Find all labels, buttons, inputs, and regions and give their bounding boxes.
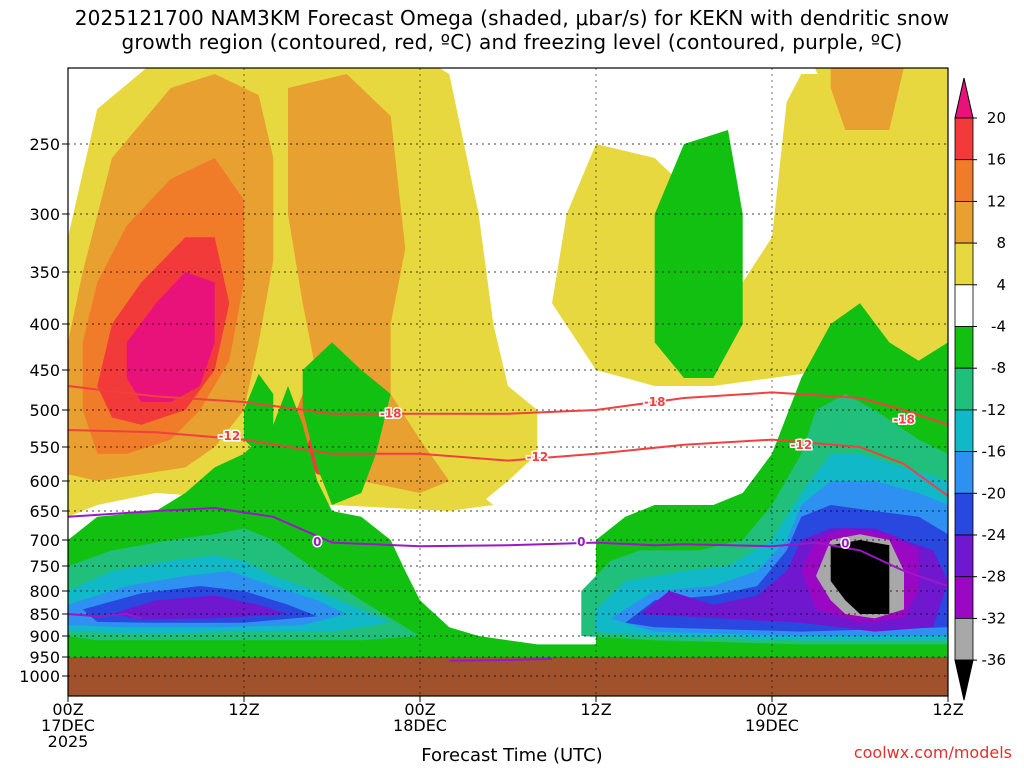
x-tick-label: 00Z bbox=[404, 700, 435, 719]
y-tick-label: 900 bbox=[29, 627, 60, 646]
colorbar-label: 8 bbox=[996, 234, 1006, 252]
colorbar-label: 16 bbox=[987, 151, 1006, 169]
y-tick-label: 650 bbox=[29, 502, 60, 521]
colorbar-label: -16 bbox=[982, 443, 1007, 461]
omega-region bbox=[830, 540, 890, 614]
colorbar-bin bbox=[954, 659, 974, 701]
colorbar-label: -32 bbox=[982, 609, 1007, 627]
y-tick-label: 800 bbox=[29, 582, 60, 601]
omega-shading bbox=[68, 68, 948, 676]
y-tick-label: 750 bbox=[29, 557, 60, 576]
contour-label: 0 bbox=[313, 535, 321, 549]
contour-line bbox=[68, 385, 948, 426]
omega-region bbox=[654, 130, 743, 378]
contour-line bbox=[449, 657, 553, 662]
omega-region bbox=[302, 342, 391, 505]
x-tick-label: 19DEC bbox=[745, 716, 799, 735]
colorbar-bin bbox=[954, 77, 974, 119]
y-tick-label: 350 bbox=[29, 263, 60, 282]
x-tick-label: 17DEC bbox=[41, 716, 95, 735]
y-tick-label: 400 bbox=[29, 315, 60, 334]
plot-frame bbox=[67, 67, 949, 697]
contour-label: -12 bbox=[218, 429, 240, 443]
y-tick-label: 1000 bbox=[19, 667, 60, 686]
colorbar-bin bbox=[954, 451, 974, 494]
colorbar-bin bbox=[954, 200, 974, 244]
colorbar-label: -24 bbox=[982, 526, 1007, 544]
colorbar-label: -36 bbox=[982, 651, 1007, 669]
contour-line bbox=[68, 506, 948, 587]
credit-link[interactable]: coolwx.com/models bbox=[853, 743, 1012, 762]
contour-label: -12 bbox=[526, 450, 548, 464]
y-tick-label: 950 bbox=[29, 648, 60, 667]
y-tick-label: 550 bbox=[29, 438, 60, 457]
omega-region bbox=[830, 68, 904, 130]
y-tick-label: 850 bbox=[29, 605, 60, 624]
contours: -18 -18 -18 -12 -12 -12 0 0 0 bbox=[68, 385, 948, 662]
colorbar-bin bbox=[954, 618, 974, 661]
contour-label: 0 bbox=[577, 535, 585, 549]
colorbar-label: 4 bbox=[996, 276, 1006, 294]
contour-label: -18 bbox=[644, 395, 666, 409]
x-tick-label: 12Z bbox=[228, 700, 259, 719]
x-tick-label: 2025 bbox=[48, 732, 89, 751]
colorbar-label: 12 bbox=[987, 192, 1006, 210]
y-tick-label: 600 bbox=[29, 472, 60, 491]
y-tick-label: 700 bbox=[29, 531, 60, 550]
contour-line bbox=[68, 429, 948, 497]
colorbar-bin bbox=[954, 367, 974, 411]
x-tick-label: 12Z bbox=[580, 700, 611, 719]
colorbar-bin bbox=[954, 117, 974, 161]
colorbar-label: -8 bbox=[991, 359, 1006, 377]
colorbar-bin bbox=[954, 284, 974, 327]
contour-label: -18 bbox=[380, 407, 402, 421]
colorbar-bin bbox=[954, 492, 974, 536]
x-tick-label: 00Z bbox=[52, 700, 83, 719]
chart-title-line2: growth region (contoured, red, ºC) and f… bbox=[121, 30, 903, 54]
omega-region bbox=[112, 595, 288, 620]
colorbar-label: -20 bbox=[982, 484, 1007, 502]
colorbar-bin bbox=[954, 326, 974, 369]
colorbar-label: -28 bbox=[982, 568, 1007, 586]
contour-label: -18 bbox=[893, 413, 915, 427]
chart-title-line1: 2025121700 NAM3KM Forecast Omega (shaded… bbox=[74, 6, 950, 30]
omega-region bbox=[244, 374, 274, 454]
colorbar-bin bbox=[954, 409, 974, 452]
colorbar-label: 20 bbox=[987, 109, 1006, 127]
colorbar-bin bbox=[954, 242, 974, 286]
x-tick-label: 00Z bbox=[756, 700, 787, 719]
x-tick-label: 18DEC bbox=[393, 716, 447, 735]
colorbar: 20 16 12 8 4 -4 -8 -12 -16 -20 -24 -28 -32 -36 bbox=[954, 77, 1007, 701]
y-tick-label: 300 bbox=[29, 205, 60, 224]
x-axis-label: Forecast Time (UTC) bbox=[421, 745, 603, 766]
contour-label: 0 bbox=[841, 537, 849, 551]
colorbar-bin bbox=[954, 534, 974, 578]
contour-line bbox=[68, 612, 142, 620]
contour-label: -12 bbox=[790, 438, 812, 452]
colorbar-bin bbox=[954, 159, 974, 202]
colorbar-label: -4 bbox=[991, 318, 1006, 336]
colorbar-label: -12 bbox=[982, 401, 1007, 419]
y-axis: 250 300 350 400 450 500 550 600 650 700 750 800 850 9… bbox=[19, 135, 68, 686]
y-tick-label: 500 bbox=[29, 401, 60, 420]
y-tick-label: 450 bbox=[29, 361, 60, 380]
colorbar-bin bbox=[954, 576, 974, 619]
x-tick-label: 12Z bbox=[932, 700, 963, 719]
y-tick-label: 250 bbox=[29, 135, 60, 154]
grid-lines bbox=[67, 68, 949, 696]
omega-region bbox=[126, 272, 215, 402]
